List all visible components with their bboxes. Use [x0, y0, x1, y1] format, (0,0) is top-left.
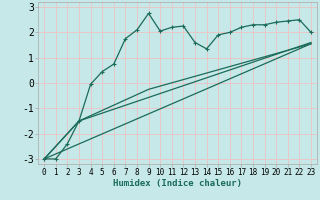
X-axis label: Humidex (Indice chaleur): Humidex (Indice chaleur) [113, 179, 242, 188]
